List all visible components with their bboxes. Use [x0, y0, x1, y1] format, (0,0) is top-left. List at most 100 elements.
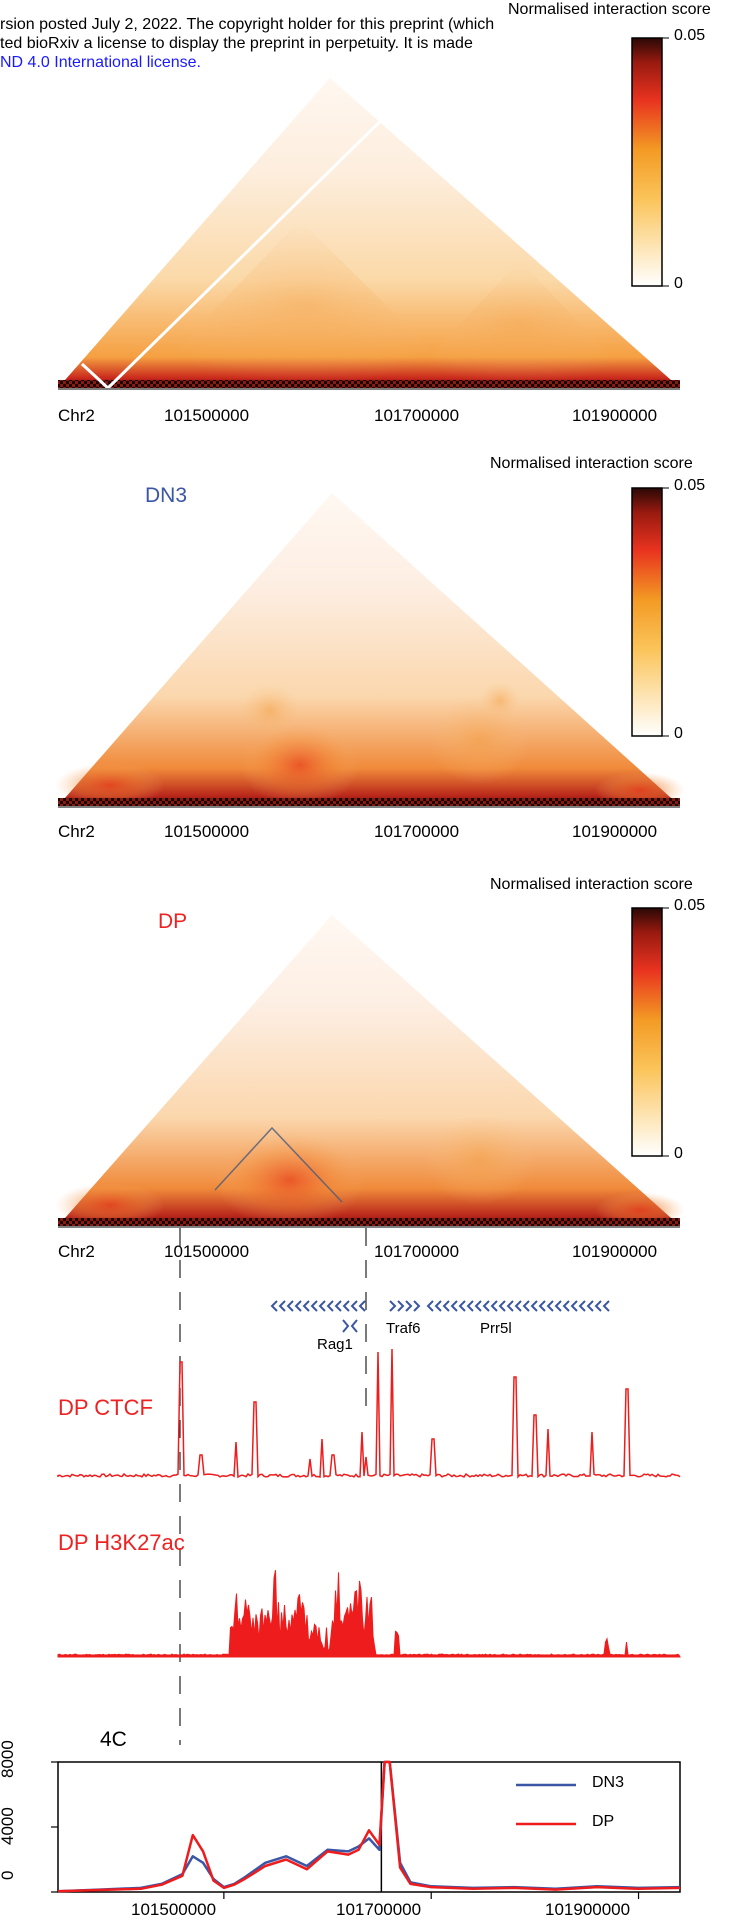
viewpoint-outline — [80, 98, 404, 391]
gene-chevron — [458, 1300, 466, 1312]
axis-tick-label: 101500000 — [164, 1242, 250, 1261]
gene-track — [270, 1300, 610, 1333]
gene-chevron — [578, 1300, 586, 1312]
axis-tick-label: 101900000 — [572, 822, 658, 841]
tad-hotspot — [240, 684, 300, 736]
h3k27ac-signal — [57, 1570, 681, 1658]
gene-chevron — [326, 1300, 334, 1312]
gene-chevron — [474, 1300, 482, 1312]
tad-hotspot — [215, 1132, 365, 1228]
legend-label-dp: DP — [592, 1813, 615, 1830]
colorbar — [631, 37, 663, 287]
gene-chevron — [302, 1300, 310, 1312]
preprint-note-line3: ND 4.0 International license. — [0, 54, 201, 71]
gene-chevron — [294, 1300, 302, 1312]
colorbar-max-label: 0.05 — [674, 897, 706, 914]
hic-panel-1 — [58, 37, 680, 391]
panel-title-dp: DP — [158, 910, 188, 933]
4c-x-tick-label: 101900000 — [545, 1900, 631, 1919]
gene-chevron — [602, 1300, 610, 1312]
hic-heatmap-triangle — [58, 493, 680, 806]
gene-chevron — [570, 1300, 578, 1312]
gene-chevron — [538, 1300, 546, 1312]
colorbar-title: Normalised interaction score — [508, 1, 711, 18]
gene-chevron — [450, 1300, 458, 1312]
hic-diagonal-band — [58, 1218, 680, 1226]
axis-tick-label: 101500000 — [164, 822, 250, 841]
gene-chevron — [397, 1300, 405, 1312]
gene-chevron — [334, 1300, 342, 1312]
axis-tick-label: 101700000 — [374, 822, 460, 841]
colorbar-min-label: 0 — [674, 275, 683, 292]
gene-chevron — [498, 1300, 506, 1312]
gene-chevron — [278, 1300, 286, 1312]
chrom-label: Chr2 — [58, 1242, 95, 1261]
gene-chevron — [389, 1300, 397, 1312]
4c-series-dn3 — [57, 1760, 681, 1893]
axis-tick-label: 101700000 — [374, 406, 460, 425]
4c-plot — [51, 1760, 681, 1899]
4c-y-tick-label: 8000 — [0, 1740, 17, 1778]
gene-chevron — [286, 1300, 294, 1312]
gene-chevron — [522, 1300, 530, 1312]
gene-arrows-minus-2 — [426, 1300, 610, 1312]
gene-label-prr5l: Prr5l — [480, 1320, 512, 1337]
4c-x-tick-label: 101500000 — [131, 1900, 217, 1919]
4c-y-tick-label: 4000 — [0, 1807, 17, 1845]
4c-x-tick-label: 101700000 — [336, 1900, 422, 1919]
axis-tick-label: 101900000 — [572, 406, 658, 425]
axis-tick-label: 101900000 — [572, 1242, 658, 1261]
gene-chevron — [426, 1300, 434, 1312]
gene-chevron — [594, 1300, 602, 1312]
tad-hotspot — [430, 695, 530, 785]
gene-chevron — [310, 1300, 318, 1312]
colorbar — [631, 487, 663, 737]
gene-chevron — [586, 1300, 594, 1312]
colorbar-min-label: 0 — [674, 1145, 683, 1162]
tad-hotspot — [480, 682, 520, 718]
hic-diagonal-band — [58, 798, 680, 806]
colorbar-min-label: 0 — [674, 725, 683, 742]
gene-label-traf6: Traf6 — [386, 1320, 421, 1337]
4c-series-dp — [57, 1760, 681, 1893]
colorbar-title: Normalised interaction score — [490, 455, 693, 472]
colorbar-max-label: 0.05 — [674, 477, 706, 494]
gene-chevron — [506, 1300, 514, 1312]
panel-title-dn3: DN3 — [145, 484, 188, 507]
preprint-note-line2: ted bioRxiv a license to display the pre… — [0, 35, 473, 52]
tad-hotspot — [240, 723, 360, 807]
colorbar — [631, 907, 663, 1157]
gene-chevron — [482, 1300, 490, 1312]
gene-chevron — [490, 1300, 498, 1312]
hic-panel-3 — [55, 907, 685, 1228]
gene-chevron — [442, 1300, 450, 1312]
gene-chevron — [318, 1300, 326, 1312]
gene-chevron — [413, 1300, 421, 1312]
gene-chevron — [530, 1300, 538, 1312]
gene-chevron — [514, 1300, 522, 1312]
gene-chevron — [358, 1300, 366, 1312]
tad-hotspot — [55, 763, 165, 807]
chrom-label: Chr2 — [58, 822, 95, 841]
gene-chevron — [554, 1300, 562, 1312]
gene-label-rag1: Rag1 — [317, 1336, 353, 1353]
chrom-label: Chr2 — [58, 406, 95, 425]
gene-chevron — [342, 1300, 350, 1312]
gene-arrows-rag1 — [342, 1319, 358, 1333]
track-title-h3k27ac: DP H3K27ac — [58, 1530, 185, 1555]
gene-arrows-minus-1 — [270, 1300, 366, 1312]
hic-diagonal-band — [58, 380, 680, 388]
gene-chevron — [270, 1300, 278, 1312]
4c-plot-frame — [57, 1761, 681, 1893]
gene-chevron — [405, 1300, 413, 1312]
track-title-ctcf: DP CTCF — [58, 1395, 153, 1420]
gene-chevron — [350, 1300, 358, 1312]
ctcf-signal — [57, 1348, 681, 1479]
gene-chevron — [466, 1300, 474, 1312]
axis-tick-label: 101500000 — [164, 406, 250, 425]
preprint-note-line1: rsion posted July 2, 2022. The copyright… — [0, 16, 495, 33]
hic-domain-shading — [400, 260, 640, 388]
tad-hotspot — [425, 1115, 535, 1205]
colorbar-title: Normalised interaction score — [490, 876, 693, 893]
